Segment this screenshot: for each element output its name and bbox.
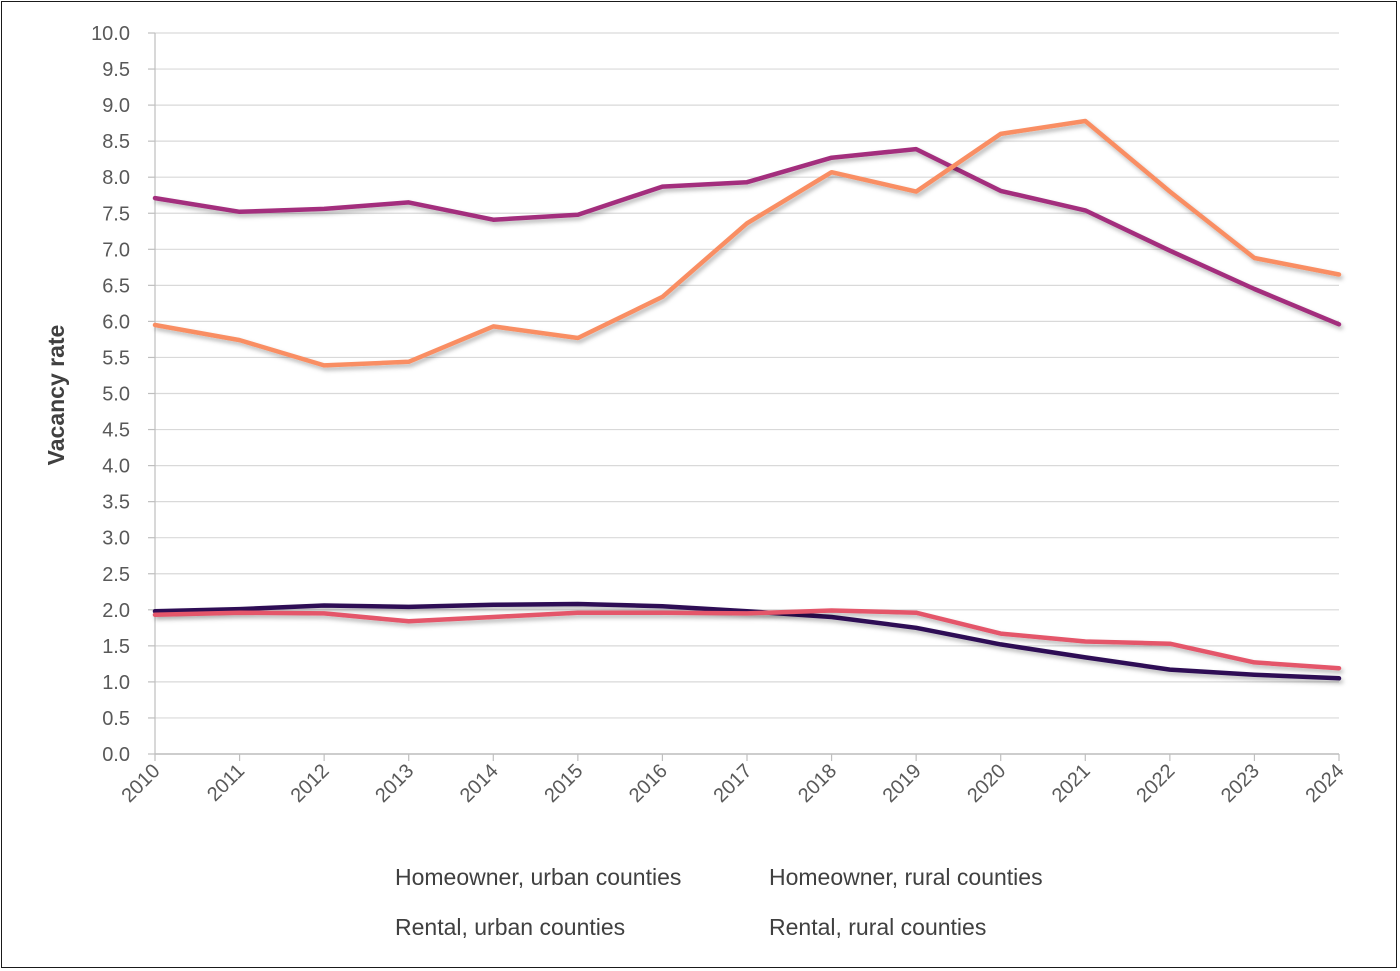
series-line-2 <box>152 608 1342 671</box>
y-tick-label: 2.0 <box>102 600 130 622</box>
x-tick-label: 2012 <box>287 760 334 807</box>
y-tick-label: 0.5 <box>102 708 130 730</box>
legend-label: Rental, urban counties <box>395 914 625 940</box>
x-tick-label: 2020 <box>963 760 1010 807</box>
y-tick-label: 8.5 <box>102 131 130 153</box>
gridlines <box>154 32 1339 755</box>
x-tick-label: 2018 <box>794 760 841 807</box>
y-axis-ticks: 0.0 0.5 1.0 1.5 2.0 2.5 3.0 3.5 4.0 4.5 5.0 5.5 6.0 6… <box>91 23 155 766</box>
series-lines <box>152 118 1342 681</box>
legend-item: Homeowner, rural counties <box>703 864 1043 890</box>
x-tick-label: 2010 <box>118 760 165 807</box>
legend-item: Homeowner, urban counties <box>329 864 681 890</box>
y-tick-label: 5.0 <box>102 384 130 406</box>
x-tick-label: 2015 <box>540 760 587 807</box>
y-tick-label: 10.0 <box>91 23 130 45</box>
y-tick-label: 4.0 <box>102 456 130 478</box>
y-tick-label: 7.5 <box>102 203 130 225</box>
y-axis-label: Vacancy rate <box>43 325 69 466</box>
x-tick-label: 2016 <box>625 760 672 807</box>
x-tick-label: 2019 <box>879 760 926 807</box>
y-tick-label: 1.5 <box>102 636 130 658</box>
x-tick-label: 2024 <box>1302 760 1349 807</box>
series-line-4 <box>152 118 1342 368</box>
y-tick-label: 7.0 <box>102 239 130 261</box>
x-tick-label: 2023 <box>1217 760 1264 807</box>
legend-label: Homeowner, rural counties <box>769 864 1043 890</box>
legend: Homeowner, urban counties Homeowner, rura… <box>329 864 1043 940</box>
y-tick-label: 3.0 <box>102 528 130 550</box>
y-tick-label: 8.0 <box>102 167 130 189</box>
legend-label: Rental, rural counties <box>769 914 986 940</box>
y-tick-label: 9.0 <box>102 95 130 117</box>
y-tick-label: 0.0 <box>102 744 130 766</box>
x-tick-label: 2013 <box>371 760 418 807</box>
legend-item: Rental, rural counties <box>703 914 986 940</box>
legend-label: Homeowner, urban counties <box>395 864 681 890</box>
series-line-3 <box>152 146 1342 327</box>
x-tick-label: 2021 <box>1048 760 1095 807</box>
x-tick-label: 2022 <box>1132 760 1179 807</box>
y-tick-label: 5.5 <box>102 347 130 369</box>
x-axis-ticks: 2010 2011 2012 2013 2014 2015 2016 2017 2018 2019… <box>118 754 1349 807</box>
y-tick-label: 6.0 <box>102 311 130 333</box>
legend-item: Rental, urban counties <box>329 914 625 940</box>
y-tick-label: 4.5 <box>102 420 130 442</box>
x-tick-label: 2014 <box>456 760 503 807</box>
y-tick-label: 3.5 <box>102 492 130 514</box>
y-tick-label: 2.5 <box>102 564 130 586</box>
x-tick-label: 2017 <box>710 760 757 807</box>
y-tick-label: 6.5 <box>102 275 130 297</box>
x-tick-label: 2011 <box>203 760 249 806</box>
y-tick-label: 1.0 <box>102 672 130 694</box>
y-tick-label: 9.5 <box>102 59 130 81</box>
